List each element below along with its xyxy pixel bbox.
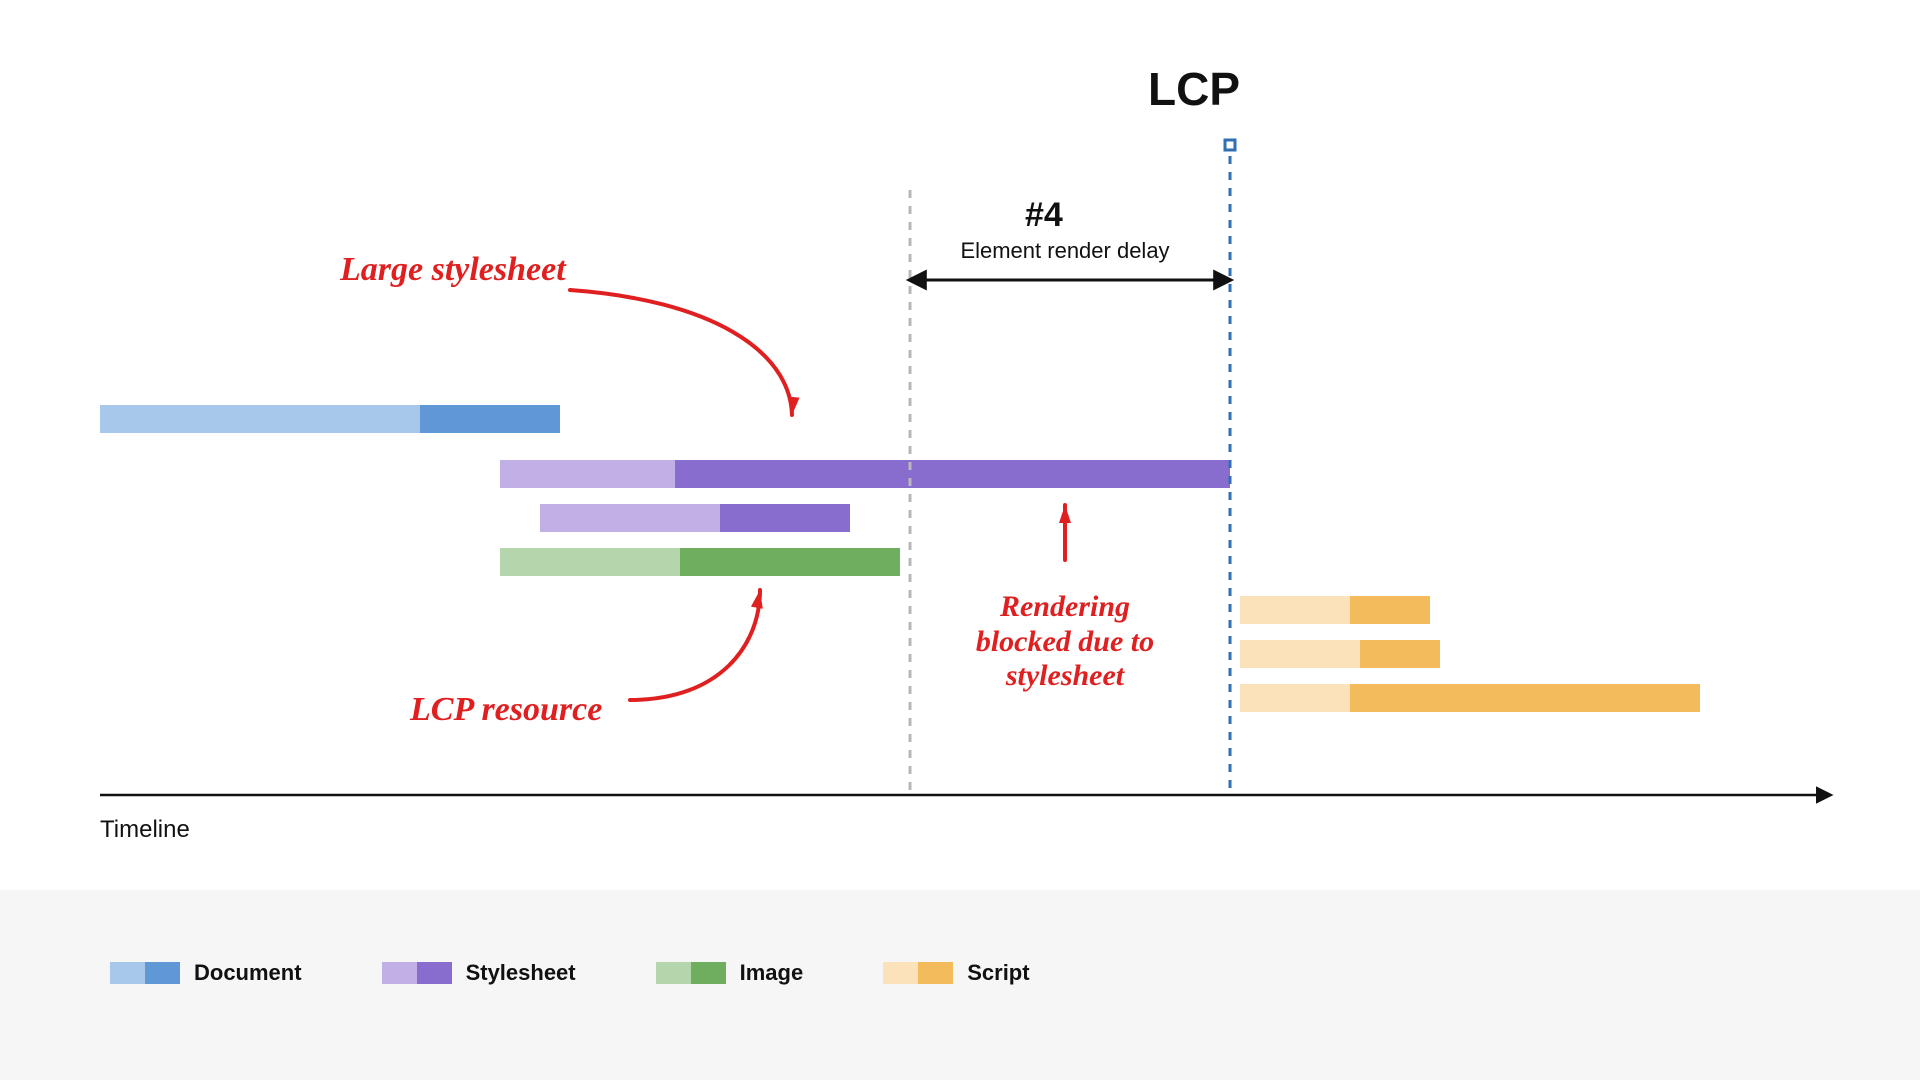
legend: Document Stylesheet Image Script [110,960,1030,986]
legend-item: Stylesheet [382,960,576,986]
bar-segment [540,504,720,532]
legend-label: Script [967,960,1029,986]
legend-swatch [656,962,726,984]
bar-segment [1240,640,1360,668]
legend-label: Image [740,960,804,986]
bar-segment [1350,684,1700,712]
bar-segment [1240,596,1350,624]
legend-label: Document [194,960,302,986]
legend-label: Stylesheet [466,960,576,986]
bar-segment [1360,640,1440,668]
timeline-axis-label: Timeline [100,816,190,844]
phase-number: #4 [1025,196,1063,235]
bar-segment [100,405,420,433]
lcp-timeline-diagram: LCP #4 Element render delay Large styles… [0,0,1920,1080]
bar-segment [500,548,680,576]
annotation-line: stylesheet [935,659,1195,694]
legend-swatch [110,962,180,984]
bar-segment [420,405,560,433]
bar-segment [1240,684,1350,712]
bar-segment [680,548,900,576]
bar-segment [1350,596,1430,624]
annotation-line: Rendering [935,590,1195,625]
legend-item: Image [656,960,804,986]
annotation-line: blocked due to [935,625,1195,660]
legend-item: Script [883,960,1029,986]
bar-segment [500,460,675,488]
bar-segment [675,460,1230,488]
annotation-large-stylesheet: Large stylesheet [340,250,566,289]
legend-swatch [883,962,953,984]
legend-swatch [382,962,452,984]
legend-item: Document [110,960,302,986]
lcp-heading: LCP [1148,62,1240,116]
phase-subtitle: Element render delay [945,238,1185,264]
bar-segment [720,504,850,532]
annotation-rendering-blocked: Renderingblocked due tostylesheet [935,590,1195,694]
annotation-lcp-resource: LCP resource [410,690,602,729]
